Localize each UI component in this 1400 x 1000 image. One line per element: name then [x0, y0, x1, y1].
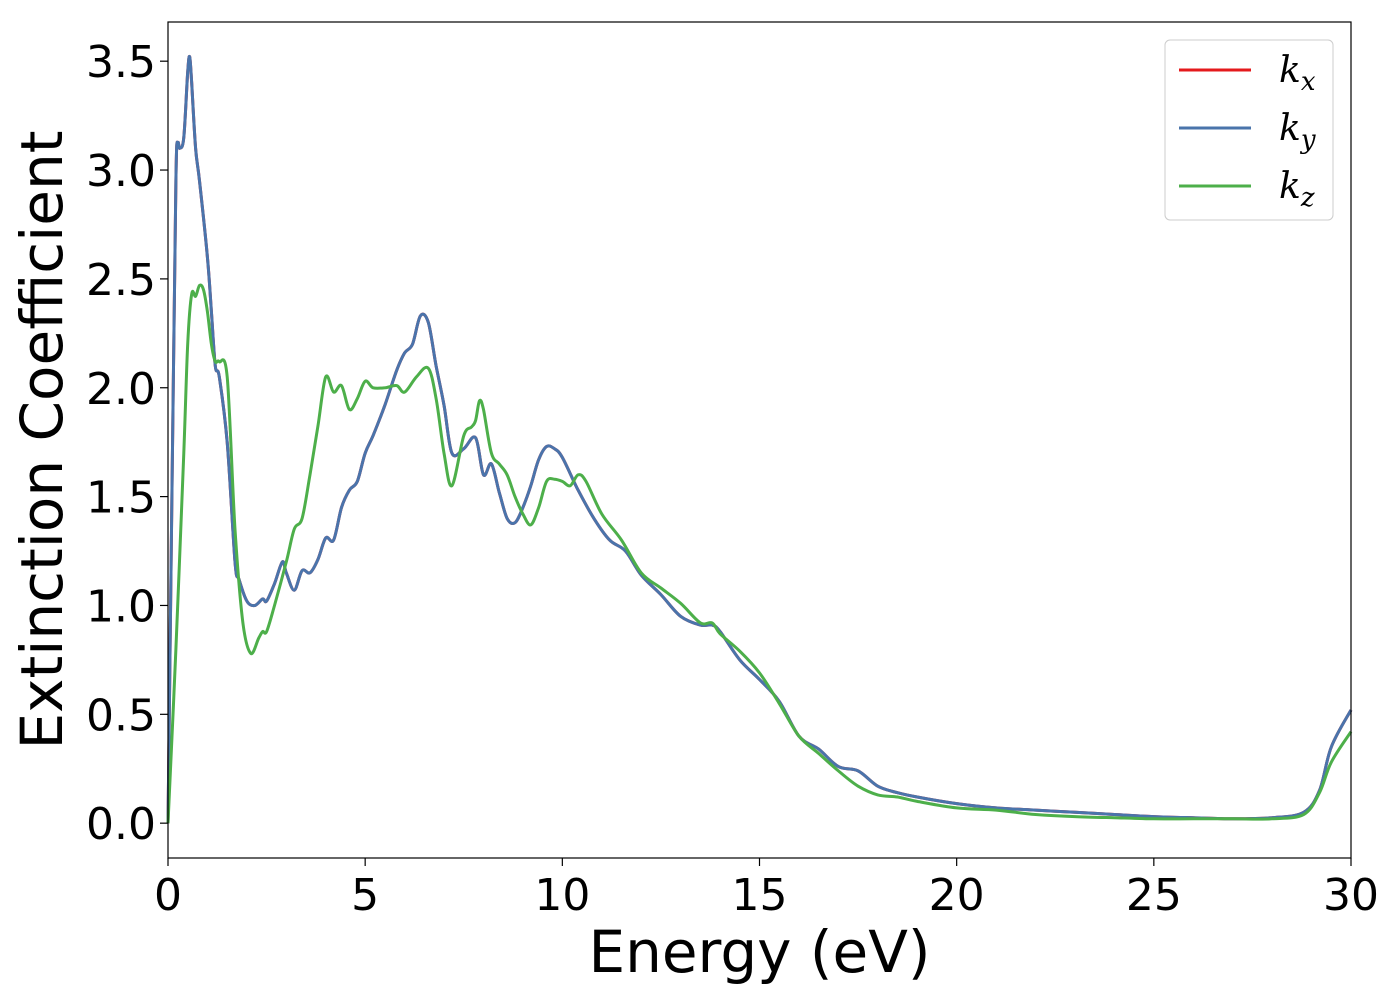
- ticks-layer: 0 5 10 15 20 25 30 0.0 0.5 1.0 1.5 2.0 2.5 3.0 3.5: [86, 37, 1379, 921]
- y-tick-label: 0.0: [86, 799, 156, 850]
- series-line-k-z: [166, 283, 1353, 824]
- x-tick-label: 15: [732, 870, 788, 921]
- y-tick-label: 1.0: [86, 581, 156, 632]
- legend-label-subscript: y: [1300, 125, 1316, 155]
- legend-label-base: k: [1279, 166, 1301, 207]
- series-line-k-y: [166, 54, 1353, 824]
- legend-label-k-x: kx: [1279, 50, 1316, 97]
- legend-label-subscript: x: [1301, 67, 1316, 97]
- y-tick-label: 0.5: [86, 690, 156, 741]
- series-layer: [166, 54, 1353, 824]
- legend-box: [1164, 39, 1334, 221]
- y-tick-label: 1.5: [86, 473, 156, 524]
- legend-label-k-z: kz: [1279, 166, 1315, 213]
- x-tick-label: 25: [1126, 870, 1182, 921]
- legend-label-k-y: ky: [1279, 108, 1316, 155]
- y-tick-label: 3.5: [86, 37, 156, 88]
- x-tick-label: 0: [154, 870, 182, 921]
- y-tick-label: 2.0: [86, 364, 156, 415]
- legend-label-subscript: z: [1300, 183, 1315, 213]
- legend-label-base: k: [1279, 50, 1301, 91]
- y-tick-label: 3.0: [86, 146, 156, 197]
- x-tick-label: 10: [534, 870, 590, 921]
- x-tick-label: 30: [1323, 870, 1379, 921]
- x-tick-label: 5: [351, 870, 379, 921]
- y-axis-label: Extinction Coefficient: [8, 131, 76, 750]
- legend-label-base: k: [1279, 108, 1301, 149]
- x-tick-label: 20: [929, 870, 985, 921]
- y-tick-label: 2.5: [86, 255, 156, 306]
- x-axis-label: Energy (eV): [588, 918, 930, 986]
